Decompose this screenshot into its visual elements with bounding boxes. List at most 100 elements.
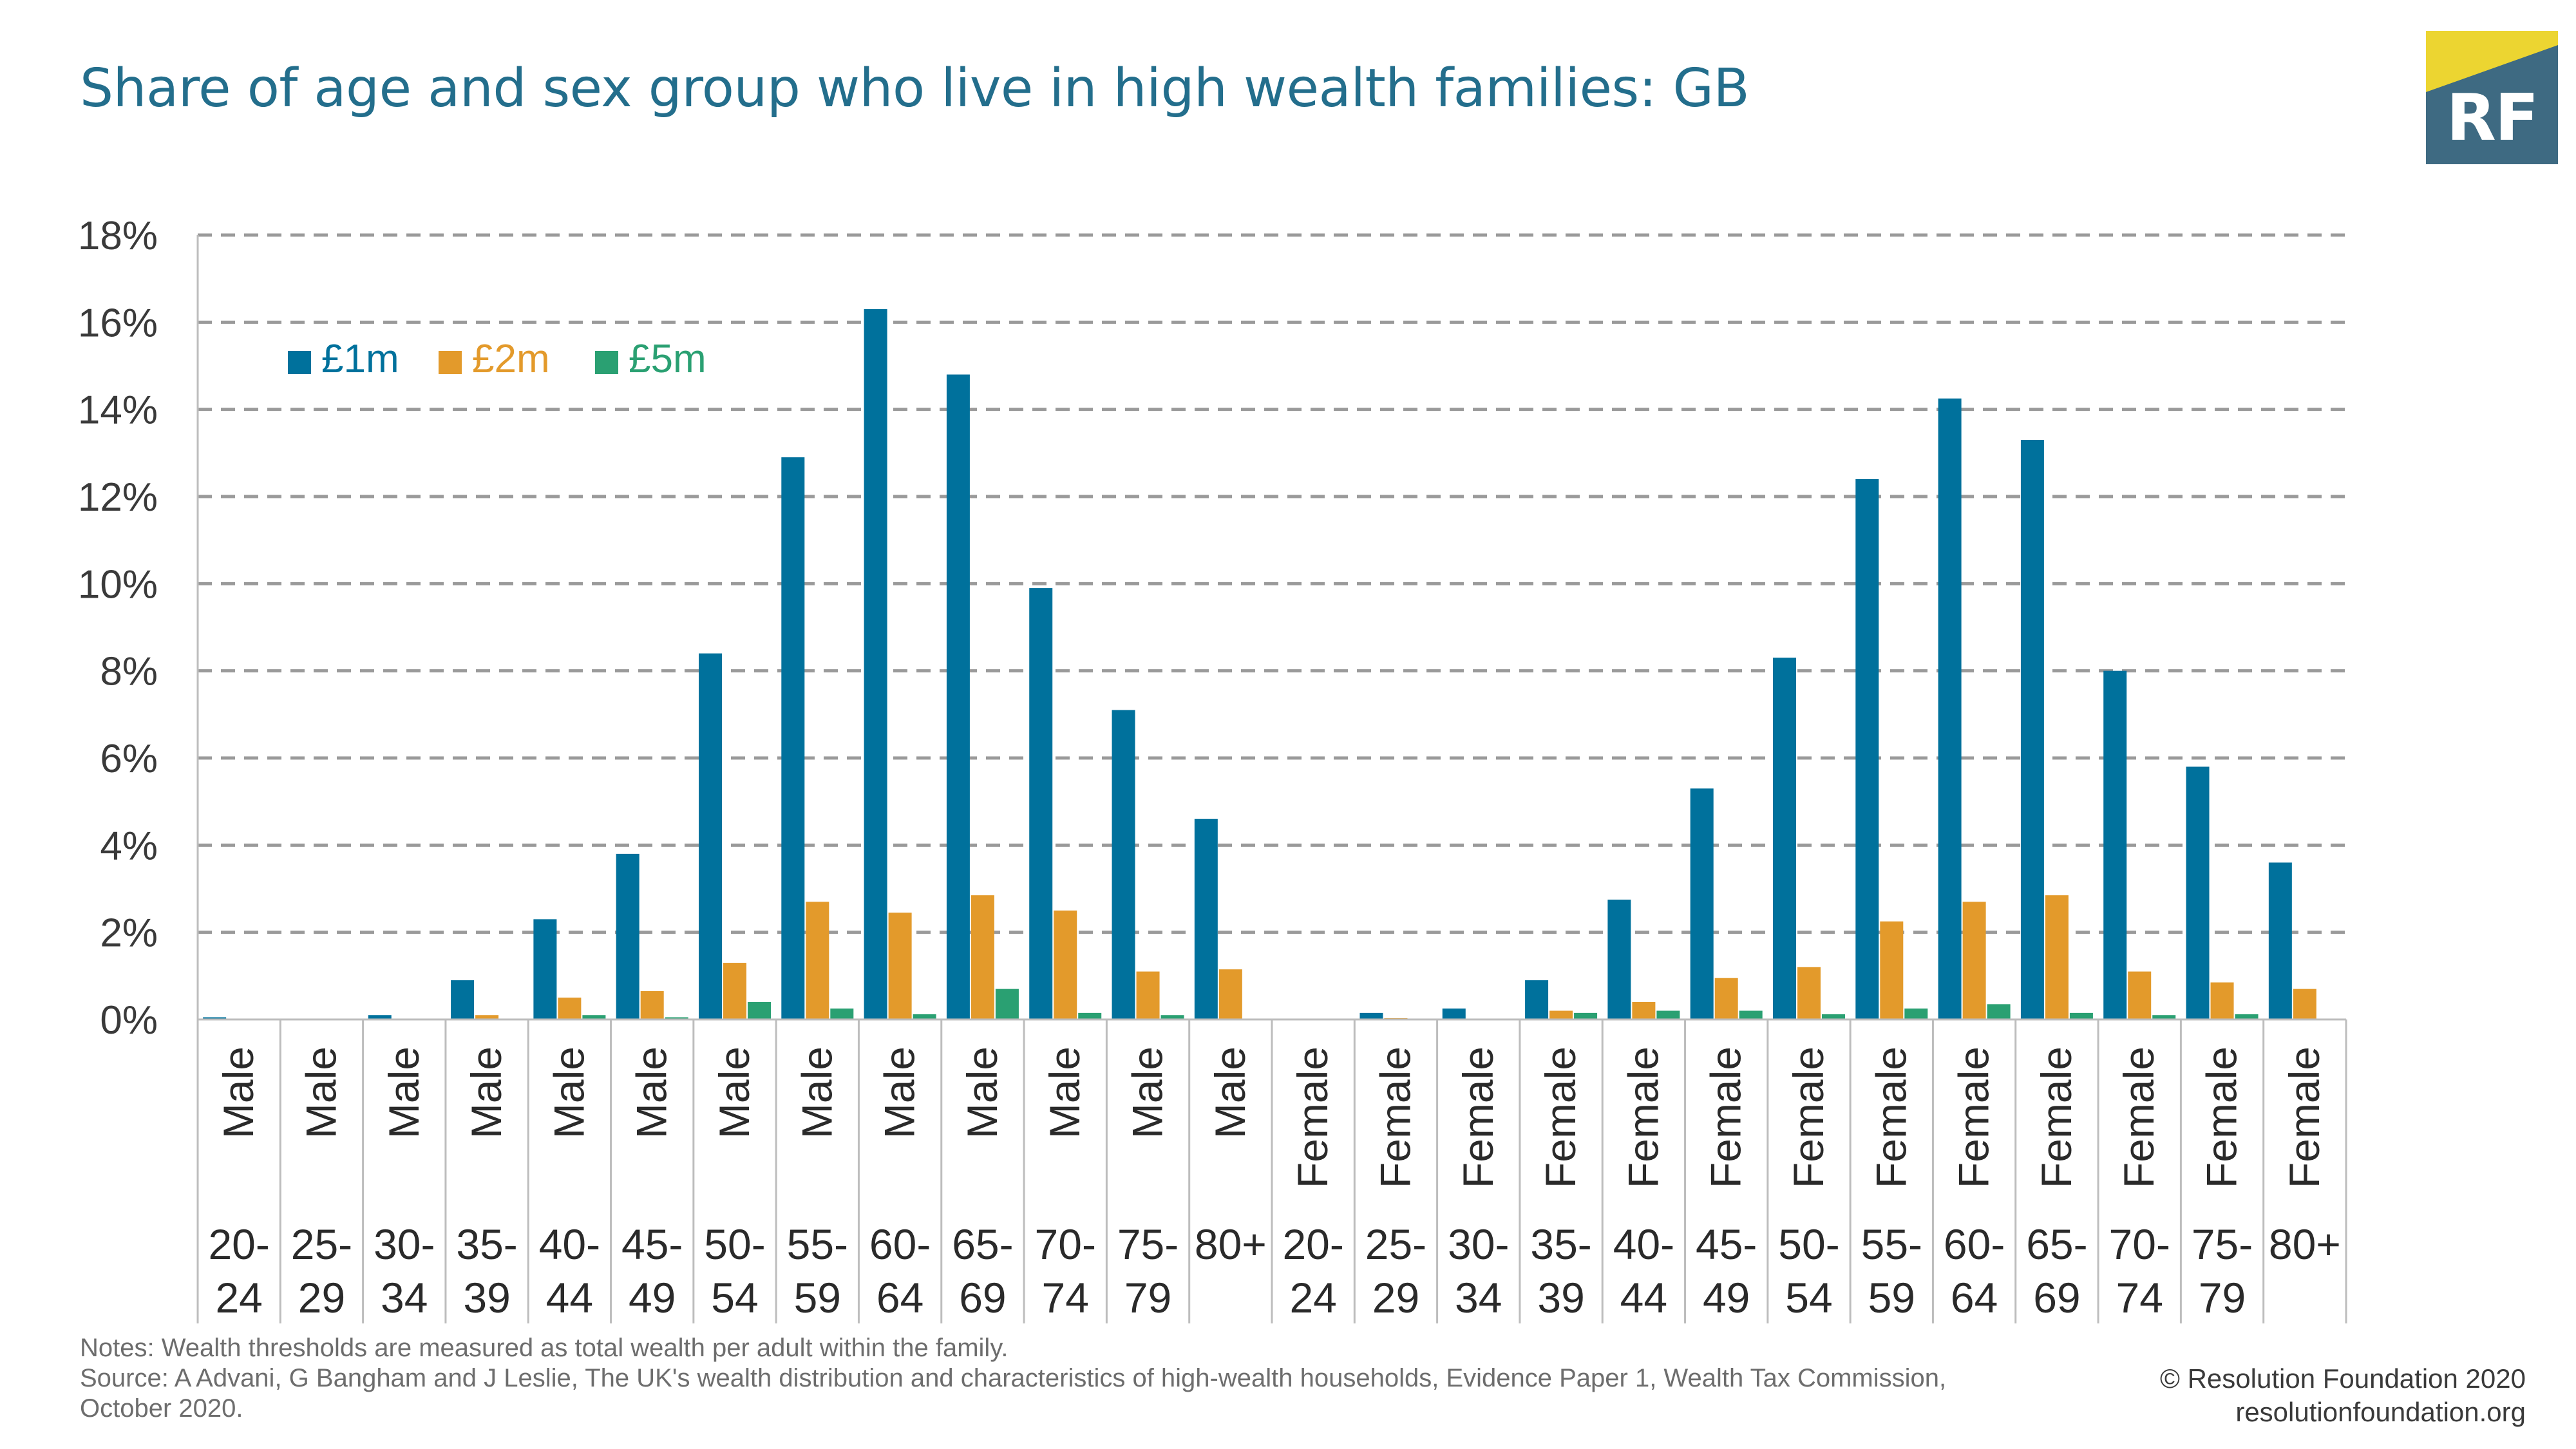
source-text-continued: October 2020. — [80, 1394, 243, 1423]
bar-0-20 — [1855, 478, 1879, 1019]
bar-1-4 — [558, 998, 582, 1019]
bar-0-16 — [1525, 980, 1549, 1019]
y-tick-label: 14% — [78, 388, 158, 433]
age-label: 69 — [2033, 1274, 2080, 1321]
bar-1-12 — [1218, 969, 1242, 1019]
bar-2-7 — [830, 1009, 854, 1019]
bar-0-14 — [1359, 1012, 1383, 1019]
bar-2-9 — [995, 989, 1019, 1019]
sex-label: Female — [1289, 1046, 1336, 1188]
bar-2-19 — [1822, 1014, 1845, 1019]
y-tick-label: 0% — [100, 998, 158, 1043]
bar-2-20 — [1904, 1009, 1928, 1019]
bar-1-6 — [723, 963, 746, 1019]
bar-0-6 — [699, 653, 722, 1019]
y-tick-label: 2% — [100, 911, 158, 956]
bar-2-5 — [665, 1017, 688, 1019]
bar-1-25 — [2293, 989, 2316, 1019]
bar-1-11 — [1136, 971, 1160, 1019]
sex-label: Female — [2032, 1046, 2080, 1188]
y-tick-label: 12% — [78, 475, 158, 520]
rf-logo — [2426, 31, 2558, 164]
bar-2-10 — [1078, 1012, 1102, 1019]
age-label: 24 — [215, 1274, 262, 1321]
bar-0-15 — [1442, 1009, 1466, 1019]
age-label: 59 — [794, 1274, 841, 1321]
age-label: 65- — [2026, 1220, 2087, 1268]
age-label: 54 — [1785, 1274, 1832, 1321]
age-label: 80+ — [1195, 1220, 1267, 1268]
bar-0-0 — [203, 1017, 227, 1019]
bar-0-8 — [864, 309, 887, 1019]
age-label: 44 — [546, 1274, 593, 1321]
bar-0-17 — [1607, 899, 1631, 1019]
age-label: 50- — [704, 1220, 765, 1268]
age-label: 29 — [1372, 1274, 1419, 1321]
y-tick-label: 18% — [78, 214, 158, 258]
bar-1-23 — [2128, 971, 2152, 1019]
bar-1-8 — [888, 913, 912, 1019]
sex-label: Male — [876, 1046, 923, 1139]
bar-0-7 — [781, 457, 805, 1019]
legend: £1m £2m £5m — [288, 337, 706, 381]
age-label: 55- — [787, 1220, 848, 1268]
age-label: 30- — [374, 1220, 435, 1268]
sex-label: Female — [1454, 1046, 1502, 1188]
sex-label: Female — [2115, 1046, 2163, 1188]
bar-1-20 — [1880, 921, 1904, 1019]
sex-label: Female — [2198, 1046, 2246, 1188]
y-tick-label: 6% — [100, 737, 158, 781]
legend-swatch-0 — [288, 351, 311, 374]
age-label: 74 — [1042, 1274, 1089, 1321]
notes: Notes: Wealth thresholds are measured as… — [80, 1333, 2076, 1424]
age-label: 20- — [1282, 1220, 1343, 1268]
sex-label: Male — [1206, 1046, 1254, 1139]
age-label: 29 — [298, 1274, 345, 1321]
age-label: 30- — [1448, 1220, 1509, 1268]
bar-0-3 — [451, 980, 475, 1019]
age-label: 34 — [381, 1274, 428, 1321]
legend-label-2: £5m — [629, 337, 706, 381]
age-label: 60- — [869, 1220, 931, 1268]
note-text: Notes: Wealth thresholds are measured as… — [80, 1334, 1009, 1362]
bar-0-21 — [1938, 398, 1962, 1019]
bar-1-10 — [1054, 910, 1077, 1019]
sex-label: Male — [710, 1046, 758, 1139]
age-label: 25- — [1365, 1220, 1426, 1268]
age-label: 49 — [1703, 1274, 1750, 1321]
sex-label: Female — [1785, 1046, 1832, 1188]
sex-label: Male — [1124, 1046, 1171, 1139]
sex-label: Male — [380, 1046, 428, 1139]
bar-2-17 — [1656, 1010, 1680, 1019]
bar-2-11 — [1160, 1015, 1184, 1019]
bar-2-24 — [2235, 1014, 2259, 1019]
age-label: 70- — [2109, 1220, 2170, 1268]
bar-0-9 — [946, 374, 970, 1019]
bar-1-17 — [1632, 1001, 1656, 1019]
bar-1-18 — [1714, 978, 1738, 1019]
age-label: 50- — [1778, 1220, 1839, 1268]
sex-label: Male — [545, 1046, 592, 1139]
legend-label-0: £1m — [321, 337, 399, 381]
bar-0-4 — [533, 919, 557, 1019]
bar-1-7 — [806, 902, 829, 1019]
sex-label: Male — [628, 1046, 676, 1139]
bar-1-19 — [1797, 967, 1821, 1019]
bar-0-24 — [2186, 766, 2210, 1019]
bar-0-11 — [1112, 710, 1135, 1019]
y-tick-label: 4% — [100, 824, 158, 868]
bar-2-8 — [913, 1014, 936, 1019]
bar-0-22 — [2020, 440, 2044, 1019]
sex-label: Male — [958, 1046, 1006, 1139]
age-label: 59 — [1868, 1274, 1915, 1321]
age-label: 64 — [876, 1274, 923, 1321]
bar-0-2 — [368, 1015, 392, 1019]
bar-2-16 — [1574, 1012, 1598, 1019]
age-label: 80+ — [2269, 1220, 2341, 1268]
sex-label: Female — [1702, 1046, 1750, 1188]
grid-lines — [196, 233, 2346, 1019]
website-text: resolutionfoundation.org — [2235, 1397, 2526, 1427]
bar-2-18 — [1739, 1010, 1763, 1019]
age-label: 74 — [2116, 1274, 2163, 1321]
age-label: 40- — [1613, 1220, 1674, 1268]
